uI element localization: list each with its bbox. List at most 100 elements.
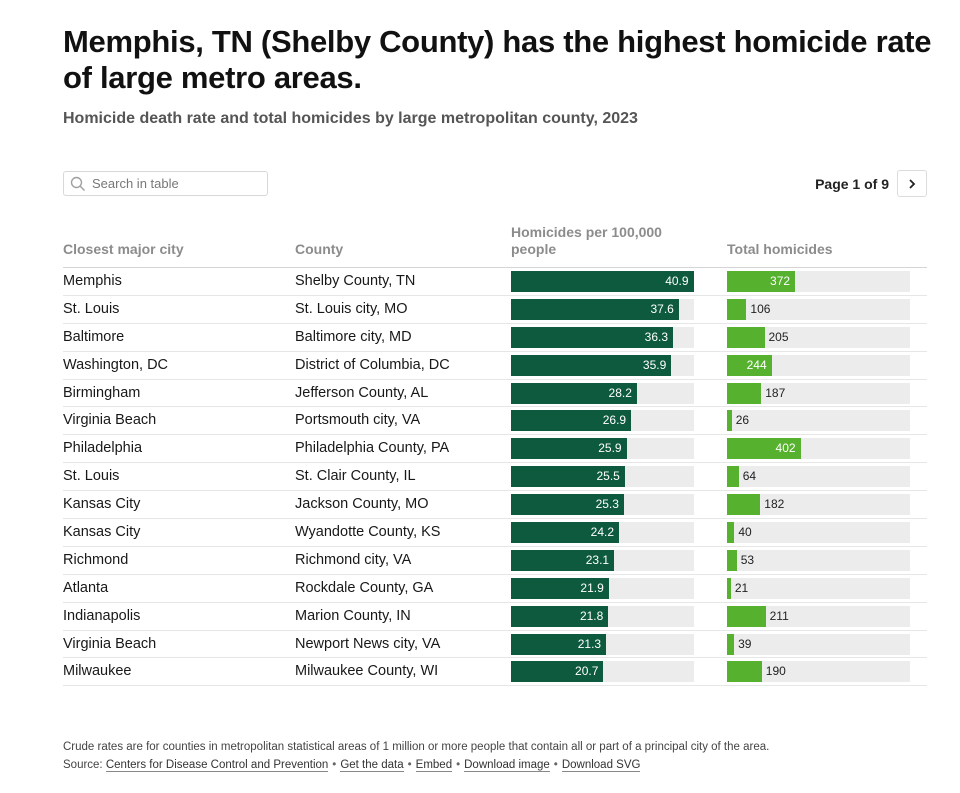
total-bar	[727, 466, 739, 488]
cell-city: Memphis	[63, 273, 122, 289]
total-bar-track: 190	[727, 661, 910, 683]
total-bar-track: 53	[727, 549, 910, 571]
cell-county: St. Louis city, MO	[295, 300, 408, 317]
cell-county: District of Columbia, DC	[295, 356, 450, 373]
total-bar-label: 39	[738, 636, 752, 651]
total-bar-track: 372	[727, 271, 910, 292]
rate-bar	[511, 466, 625, 488]
table-row: Philadelphia Philadelphia County, PA 25.9 4…	[63, 435, 927, 464]
cell-city: Atlanta	[63, 579, 109, 596]
rate-bar-label: 21.8	[579, 608, 604, 623]
rate-bar-label: 20.7	[575, 664, 599, 679]
total-bar	[727, 382, 762, 404]
table-row: Kansas City Jackson County, MO 25.3 182	[63, 491, 927, 520]
rate-bar-label: 35.9	[642, 357, 667, 372]
rate-bar-track: 23.1	[511, 549, 694, 571]
rate-bar-label: 26.9	[602, 413, 627, 428]
source-link[interactable]: Centers for Disease Control and Preventi…	[105, 759, 329, 772]
rate-bar-track: 25.3	[511, 494, 694, 516]
table-row: Virginia Beach Portsmouth city, VA 26.9 26	[63, 407, 927, 436]
column-header-county[interactable]: County	[295, 241, 344, 257]
rate-bar-label: 36.3	[644, 329, 669, 344]
rate-bar-label: 25.3	[595, 497, 619, 512]
total-bar	[727, 326, 765, 348]
table-row: Birmingham Jefferson County, AL 28.2 187	[63, 380, 927, 408]
rate-bar-track: 25.5	[511, 466, 694, 488]
rate-bar-track: 21.9	[511, 577, 694, 599]
total-bar	[727, 438, 801, 460]
embed-link[interactable]: Embed	[415, 759, 453, 772]
rate-bar-track: 26.9	[511, 410, 694, 432]
source-label: Source:	[63, 759, 103, 771]
total-bar-track: 64	[727, 466, 910, 488]
rate-bar-track: 25.9	[511, 438, 694, 460]
search-input[interactable]	[92, 176, 262, 191]
cell-city: St. Louis	[63, 300, 120, 317]
cell-city: Baltimore	[63, 328, 125, 345]
cell-county: St. Clair County, IL	[295, 468, 416, 485]
total-bar-track: 205	[727, 326, 910, 348]
rate-bar	[511, 633, 607, 655]
total-bar	[727, 410, 732, 432]
total-bar-track: 402	[727, 438, 910, 460]
rate-bar-track: 40.9	[511, 271, 694, 292]
cell-county: Jackson County, MO	[295, 496, 429, 513]
download-svg-link[interactable]: Download SVG	[561, 759, 641, 772]
cell-county: Jefferson County, AL	[295, 384, 429, 401]
total-bar-label: 244	[746, 357, 767, 372]
total-bar-track: 211	[727, 605, 910, 627]
footer-note: Crude rates are for counties in metropol…	[63, 741, 770, 753]
rate-bar-track: 37.6	[511, 298, 694, 320]
total-bar-label: 372	[770, 274, 791, 288]
rate-bar-track: 24.2	[511, 522, 694, 544]
cell-county: Baltimore city, MD	[295, 328, 412, 345]
rate-bar	[511, 382, 637, 404]
rate-bar	[511, 438, 627, 460]
total-bar-label: 53	[740, 552, 755, 567]
page-indicator: Page 1 of 9	[815, 175, 889, 192]
cell-county: Newport News city, VA	[295, 635, 441, 652]
cell-county: Marion County, IN	[295, 607, 411, 624]
cell-county: Portsmouth city, VA	[295, 412, 421, 429]
rate-bar	[511, 522, 619, 544]
get-data-link[interactable]: Get the data	[340, 759, 404, 772]
cell-city: Philadelphia	[63, 440, 143, 457]
rate-bar-track: 21.3	[511, 633, 694, 655]
cell-county: Wyandotte County, KS	[295, 524, 441, 541]
column-header-city[interactable]: Closest major city	[63, 241, 184, 257]
rate-bar-label: 37.6	[650, 301, 674, 316]
rate-bar-label: 40.9	[665, 274, 689, 288]
rate-bar-label: 21.9	[580, 580, 604, 595]
total-bar	[727, 354, 772, 376]
total-bar-label: 187	[765, 385, 786, 400]
next-page-button[interactable]	[897, 170, 927, 197]
column-header-total[interactable]: Total homicides	[727, 241, 833, 257]
rate-bar	[511, 661, 604, 683]
rate-bar-label: 24.2	[590, 525, 615, 540]
rate-bar	[511, 494, 624, 516]
total-bar	[727, 522, 735, 544]
total-bar	[727, 549, 737, 571]
total-bar-track: 26	[727, 410, 910, 432]
search-box[interactable]	[63, 171, 268, 196]
total-bar-label: 21	[734, 580, 749, 595]
rate-bar	[511, 354, 672, 376]
download-image-link[interactable]: Download image	[464, 759, 550, 772]
footer-links: Source: Centers for Disease Control and …	[63, 756, 769, 774]
column-header-rate[interactable]: Homicides per 100,000 people	[511, 224, 662, 257]
total-bar-label: 26	[735, 413, 750, 428]
table-row: Virginia Beach Newport News city, VA 21.3 3…	[63, 631, 927, 659]
separator: •	[456, 759, 461, 771]
total-bar	[727, 298, 747, 320]
total-bar	[727, 605, 766, 627]
total-bar	[727, 633, 735, 655]
cell-city: Washington, DC	[63, 356, 169, 373]
total-bar	[727, 577, 731, 599]
cell-city: Kansas City	[63, 524, 141, 541]
total-bar-track: 244	[727, 354, 910, 376]
cell-city: Milwaukee	[63, 663, 132, 680]
table-header: Closest major city County Homicides per …	[63, 220, 927, 268]
separator: •	[553, 759, 558, 771]
total-bar-label: 211	[769, 608, 789, 623]
cell-city: Indianapolis	[63, 607, 141, 624]
